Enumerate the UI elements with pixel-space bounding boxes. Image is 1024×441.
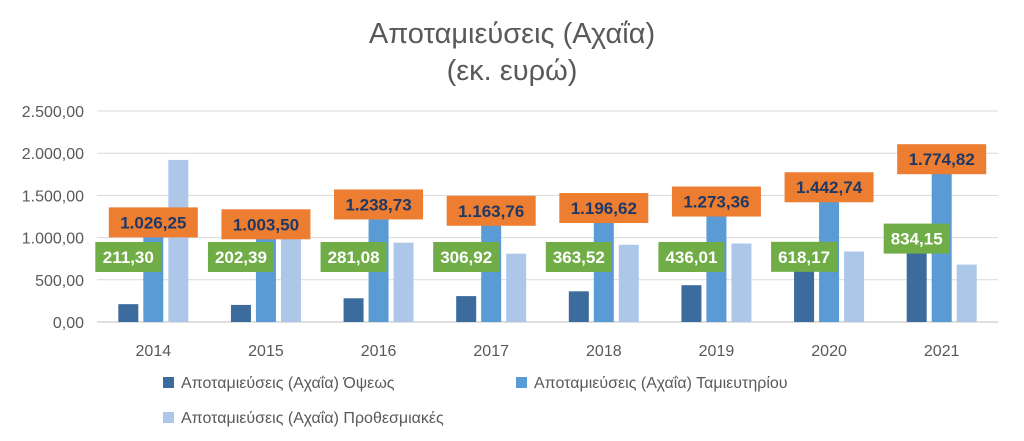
data-label-box [207, 242, 274, 272]
y-tick-label: 1.000,00 [22, 231, 84, 248]
bar [794, 269, 815, 322]
bar [343, 298, 364, 322]
bar [906, 251, 927, 322]
bar [118, 304, 139, 322]
x-tick-label: 2017 [473, 343, 509, 360]
data-labels: 211,30 1.026,25 202,39 1.003,50 281,08 1.238,… [95, 144, 987, 272]
legend-swatch [163, 377, 174, 388]
bar [230, 304, 251, 322]
bar [280, 229, 301, 322]
legend-label: Αποταμιεύσεις (Αχαΐα) Προθεσμιακές [181, 410, 444, 427]
data-label: 1.026,25 [120, 213, 186, 232]
data-label: 436,01 [665, 248, 717, 267]
data-label: 363,52 [553, 248, 605, 267]
x-tick-label: 2014 [136, 343, 172, 360]
bar [568, 291, 589, 322]
bar [456, 296, 477, 322]
legend[interactable]: Αποταμιεύσεις (Αχαΐα) Όψεως Αποταμιεύσεις… [163, 375, 788, 427]
data-label: 1.774,82 [909, 150, 975, 169]
data-label-box [545, 242, 612, 272]
y-axis: 0,00 500,00 1.000,00 1.500,00 2.000,00 2.500,… [22, 104, 84, 332]
y-tick-label: 2.500,00 [22, 104, 84, 121]
bar [168, 159, 189, 322]
data-label: 306,92 [440, 248, 492, 267]
x-tick-label: 2019 [699, 343, 735, 360]
data-label-box [771, 241, 838, 272]
bar [731, 243, 752, 322]
data-label-box [320, 242, 387, 272]
data-label-box [658, 242, 725, 272]
x-tick-label: 2016 [361, 343, 397, 360]
x-tick-label: 2020 [811, 343, 847, 360]
legend-label: Αποταμιεύσεις (Αχαΐα) Όψεως [181, 375, 395, 392]
data-label-box [221, 209, 311, 240]
bar [844, 251, 865, 322]
data-label-box [559, 193, 649, 224]
data-label-box [95, 242, 162, 272]
data-label: 1.442,74 [796, 178, 863, 197]
data-label: 1.273,36 [683, 193, 749, 212]
x-tick-label: 2018 [586, 343, 622, 360]
data-label: 1.003,50 [233, 215, 299, 234]
data-label: 1.238,73 [345, 195, 411, 214]
bar [481, 223, 502, 322]
data-label-box [784, 172, 874, 203]
x-axis: 2014 2015 2016 2017 2018 2019 2020 2021 [136, 343, 960, 360]
x-tick-label: 2021 [924, 343, 960, 360]
chart-title: Αποταμιεύσεις (Αχαΐα) [369, 18, 655, 50]
data-label: 211,30 [103, 248, 154, 267]
data-label: 281,08 [328, 248, 380, 267]
x-tick-label: 2015 [248, 343, 284, 360]
data-label-box [671, 186, 761, 217]
y-tick-label: 500,00 [35, 273, 84, 290]
bar [956, 264, 977, 322]
data-label-box [334, 189, 424, 220]
data-label: 1.163,76 [458, 202, 524, 221]
data-label-box [897, 144, 987, 175]
legend-label: Αποταμιεύσεις (Αχαΐα) Ταμιευτηρίου [534, 375, 788, 392]
chart-subtitle: (εκ. ευρώ) [447, 55, 578, 87]
bar [618, 244, 639, 322]
bar [681, 285, 702, 322]
data-label-box [883, 223, 950, 254]
y-tick-label: 0,00 [53, 315, 84, 332]
data-label: 618,17 [778, 248, 830, 267]
y-tick-label: 1.500,00 [22, 188, 84, 205]
data-label-box [108, 207, 198, 238]
data-label-box [433, 242, 500, 272]
legend-swatch [516, 377, 527, 388]
data-label: 1.196,62 [571, 199, 637, 218]
bar [393, 242, 414, 322]
y-tick-label: 2.000,00 [22, 146, 84, 163]
data-label: 834,15 [891, 230, 943, 249]
data-label-box [446, 195, 536, 226]
data-label: 202,39 [215, 248, 267, 267]
legend-swatch [163, 412, 174, 423]
bar [506, 253, 527, 322]
